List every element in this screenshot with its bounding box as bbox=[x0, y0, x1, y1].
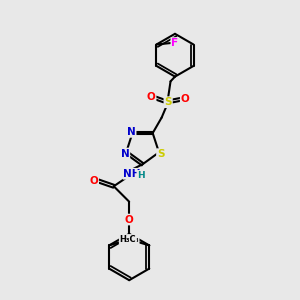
Text: CH₃: CH₃ bbox=[122, 235, 139, 244]
Text: O: O bbox=[125, 214, 134, 224]
Text: S: S bbox=[157, 149, 164, 159]
Text: O: O bbox=[89, 176, 98, 186]
Text: N: N bbox=[121, 148, 129, 158]
Text: N: N bbox=[127, 127, 136, 137]
Text: O: O bbox=[181, 94, 190, 104]
Text: H₃C: H₃C bbox=[120, 235, 136, 244]
Text: S: S bbox=[164, 97, 172, 107]
Text: O: O bbox=[147, 92, 156, 102]
Text: NH: NH bbox=[123, 169, 141, 179]
Text: F: F bbox=[171, 38, 178, 48]
Text: H: H bbox=[137, 171, 145, 180]
